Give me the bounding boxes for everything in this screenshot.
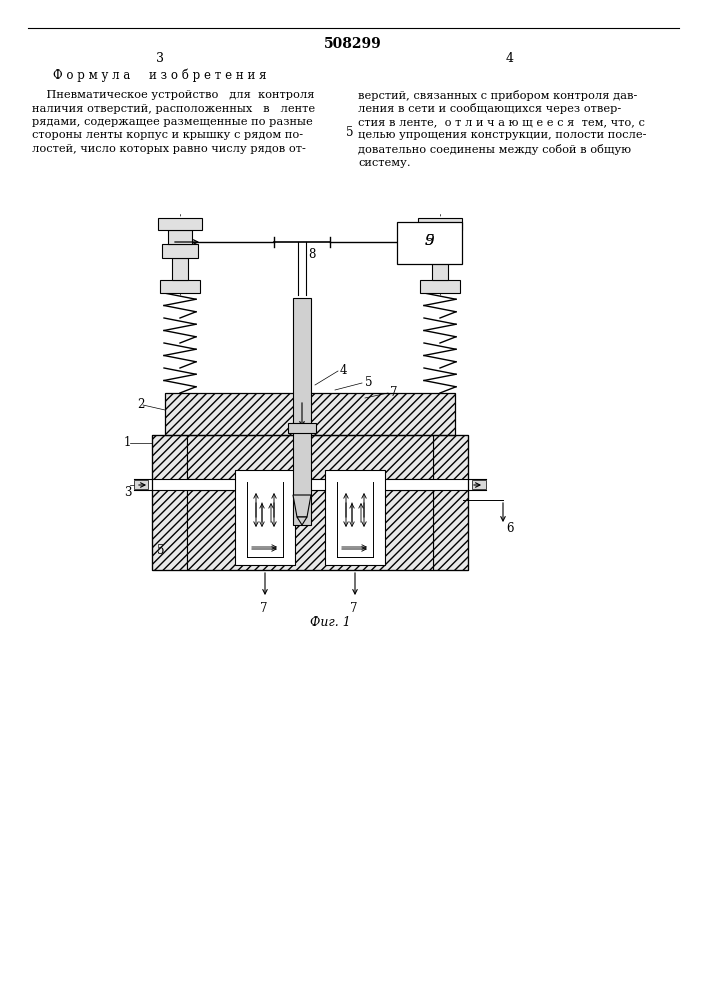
Bar xyxy=(325,470,385,565)
Text: ления в сети и сообщающихся через отвер-: ления в сети и сообщающихся через отвер- xyxy=(358,104,621,114)
Text: стороны ленты корпус и крышку с рядом по-: стороны ленты корпус и крышку с рядом по… xyxy=(32,130,303,140)
Text: 7: 7 xyxy=(390,386,397,399)
Text: 1: 1 xyxy=(124,436,132,450)
Bar xyxy=(165,393,455,435)
Bar xyxy=(433,435,468,570)
Text: 3: 3 xyxy=(124,487,132,499)
Bar xyxy=(432,258,448,280)
Bar xyxy=(134,479,486,490)
Text: 8: 8 xyxy=(308,248,315,261)
Text: 5: 5 xyxy=(346,125,354,138)
Text: 4: 4 xyxy=(506,52,514,66)
Bar xyxy=(187,490,433,570)
Text: 5: 5 xyxy=(365,376,373,389)
Text: верстий, связанных с прибором контроля дав-: верстий, связанных с прибором контроля д… xyxy=(358,90,638,101)
Bar xyxy=(187,435,433,479)
Bar xyxy=(172,258,188,280)
Text: 7: 7 xyxy=(260,601,267,614)
Text: 5: 5 xyxy=(425,234,434,248)
Bar xyxy=(152,435,468,570)
Text: 2: 2 xyxy=(137,398,144,412)
Bar xyxy=(418,218,462,230)
Text: довательно соединены между собой в общую: довательно соединены между собой в общую xyxy=(358,144,631,155)
Bar xyxy=(158,218,202,230)
Bar xyxy=(420,280,460,293)
Polygon shape xyxy=(297,517,307,525)
Bar xyxy=(134,480,148,489)
Text: 9: 9 xyxy=(425,234,434,248)
Bar xyxy=(160,280,200,293)
Bar xyxy=(472,480,486,489)
Bar xyxy=(397,222,462,264)
Bar xyxy=(162,244,198,258)
Text: стия в ленте,  о т л и ч а ю щ е е с я  тем, что, с: стия в ленте, о т л и ч а ю щ е е с я те… xyxy=(358,117,645,127)
Text: наличия отверстий, расположенных   в   ленте: наличия отверстий, расположенных в ленте xyxy=(32,104,315,113)
Bar xyxy=(428,230,452,244)
Bar xyxy=(422,244,458,258)
Text: Ф о р м у л а     и з о б р е т е н и я: Ф о р м у л а и з о б р е т е н и я xyxy=(53,68,267,82)
Text: лостей, число которых равно числу рядов от-: лостей, число которых равно числу рядов … xyxy=(32,144,306,154)
Bar xyxy=(168,230,192,244)
Polygon shape xyxy=(293,495,311,517)
Text: 6: 6 xyxy=(506,522,513,534)
Bar xyxy=(293,298,311,525)
Text: 508299: 508299 xyxy=(324,37,382,51)
Text: 4: 4 xyxy=(340,364,348,377)
Text: целью упрощения конструкции, полости после-: целью упрощения конструкции, полости пос… xyxy=(358,130,646,140)
Text: систему.: систему. xyxy=(358,157,411,167)
Text: 7: 7 xyxy=(350,601,358,614)
Bar xyxy=(288,423,316,433)
Text: рядами, содержащее размещенные по разные: рядами, содержащее размещенные по разные xyxy=(32,117,312,127)
Bar xyxy=(152,435,187,570)
Text: Пневматическое устройство   для  контроля: Пневматическое устройство для контроля xyxy=(32,90,315,100)
Text: 5: 5 xyxy=(157,544,165,556)
Bar xyxy=(235,470,295,565)
Text: 3: 3 xyxy=(156,52,164,66)
Text: Фиг. 1: Фиг. 1 xyxy=(310,615,351,629)
